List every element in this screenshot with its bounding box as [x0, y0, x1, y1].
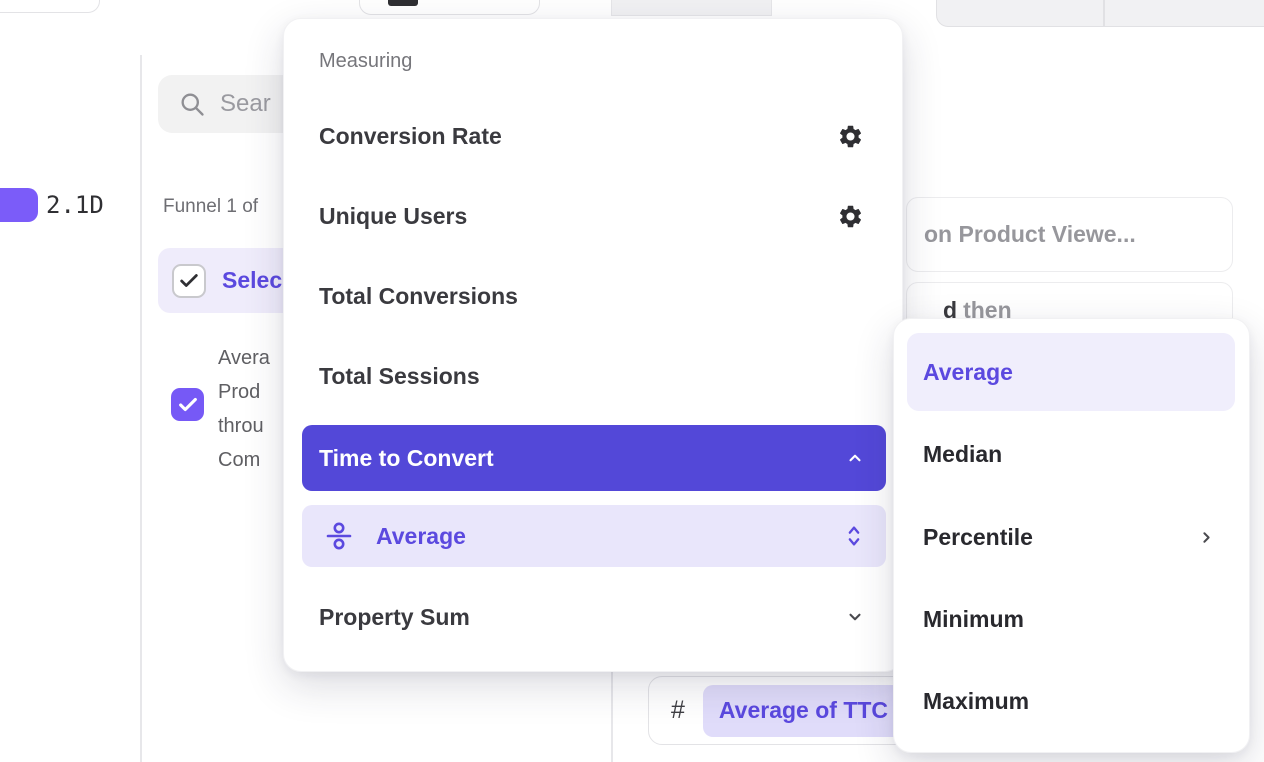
aggregation-menu: Average Median Percentile Minimum Maximu…: [893, 318, 1250, 753]
checkmark-icon: [178, 397, 197, 411]
chevron-up-icon: [846, 449, 864, 467]
funnel-counter-label: Funnel 1 of: [163, 196, 259, 217]
metric-checkbox[interactable]: [171, 388, 204, 421]
funnel-step-badge[interactable]: [0, 188, 38, 222]
partial-gray-panel: [611, 0, 772, 16]
menu-item-conversion-rate[interactable]: Conversion Rate: [302, 108, 886, 164]
metric-description: Avera Prod throu Com: [218, 347, 270, 471]
funnel-step-duration-label: 2.1D: [46, 191, 104, 219]
number-type-symbol: #: [671, 696, 685, 724]
up-down-selector-icon: [844, 524, 864, 548]
menu-title: Measuring: [319, 50, 413, 72]
menu-subitem-average[interactable]: Average: [302, 505, 886, 567]
agg-item-average[interactable]: Average: [907, 333, 1235, 411]
search-placeholder: Sear: [220, 90, 271, 117]
search-icon: [178, 90, 206, 118]
agg-item-maximum[interactable]: Maximum: [923, 687, 1030, 714]
average-divide-icon: [324, 521, 354, 551]
checkmark-icon: [180, 273, 198, 287]
menu-item-total-sessions[interactable]: Total Sessions: [319, 362, 480, 389]
partial-tab-group[interactable]: [936, 0, 1264, 27]
menu-item-total-conversions[interactable]: Total Conversions: [319, 282, 518, 309]
left-column-divider: [140, 55, 142, 762]
gear-icon[interactable]: [837, 203, 864, 230]
menu-item-property-sum[interactable]: Property Sum: [302, 589, 886, 645]
event-selector-field[interactable]: on Product Viewe...: [906, 197, 1233, 272]
chevron-right-icon: [1198, 529, 1215, 546]
partial-toolbar-button[interactable]: [359, 0, 540, 15]
event-selector-text: on Product Viewe...: [924, 221, 1136, 247]
select-label: Selec: [222, 267, 283, 293]
menu-item-unique-users[interactable]: Unique Users: [302, 188, 886, 244]
select-checkbox[interactable]: [172, 263, 206, 298]
menu-item-time-to-convert[interactable]: Time to Convert: [302, 425, 886, 491]
gear-icon[interactable]: [837, 123, 864, 150]
measuring-menu: Measuring Conversion Rate Unique Users T…: [283, 18, 903, 672]
agg-item-minimum[interactable]: Minimum: [923, 605, 1024, 632]
tab-divider: [1103, 0, 1105, 26]
chevron-down-icon: [846, 608, 864, 626]
agg-item-percentile[interactable]: Percentile: [907, 498, 1235, 576]
agg-item-median[interactable]: Median: [923, 440, 1003, 467]
partial-dark-icon: [388, 0, 418, 6]
partial-toolbar-button[interactable]: [0, 0, 100, 13]
